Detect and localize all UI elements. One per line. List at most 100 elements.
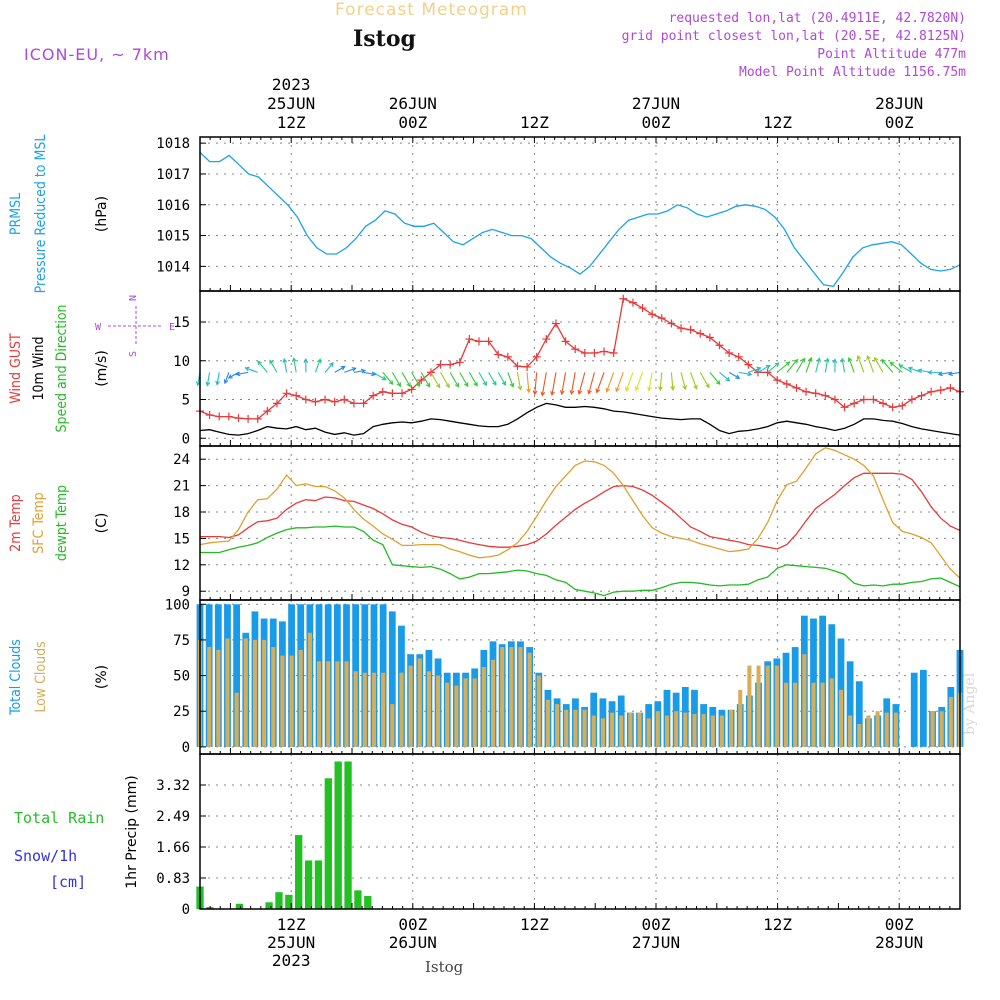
clouds-bar-low-clouds [591, 715, 596, 747]
gust-marker [802, 387, 811, 396]
gust-marker [580, 349, 589, 357]
clouds-bar-low-clouds [674, 711, 679, 747]
gust-marker [301, 395, 310, 404]
time-label-top: 12Z [520, 113, 549, 132]
precip-unit-label: 1hr Precip (mm) [124, 775, 140, 888]
gust-marker [446, 360, 455, 369]
gust-marker [821, 391, 830, 400]
clouds-bar-low-clouds [646, 718, 651, 747]
wind-arrow [748, 366, 762, 373]
wind-line-10m-wind [199, 402, 961, 436]
precip-bar-total-rain [354, 890, 362, 909]
gust-marker [330, 397, 339, 406]
wind-arrow [605, 372, 615, 393]
clouds-bar-low-clouds [307, 632, 312, 747]
gust-marker [215, 412, 224, 421]
wind-arrow [699, 372, 710, 389]
wind-arrow [866, 354, 874, 373]
compass-east: E [169, 322, 175, 333]
gust-marker [744, 360, 753, 369]
wind-arrow [550, 372, 557, 397]
wind-arrow [314, 358, 322, 373]
clouds-bar-low-clouds [225, 638, 230, 747]
wind-arrow [540, 372, 547, 397]
clouds-bar-low-clouds [683, 712, 688, 747]
clouds-bar-low-clouds [701, 714, 706, 747]
wind-arrow [459, 372, 469, 388]
clouds-bar-low-clouds [399, 672, 404, 747]
gust-marker [349, 399, 358, 408]
pressure-line-prmsl [199, 151, 961, 288]
clouds-bar-low-clouds [655, 711, 660, 747]
clouds-bar-low-clouds [207, 647, 212, 747]
clouds-bar-low-clouds [472, 678, 477, 747]
clouds-bar-total-clouds [910, 672, 918, 747]
clouds-bar-low-clouds [719, 715, 724, 747]
watermark: by Angel [962, 672, 978, 735]
gust-marker [272, 399, 281, 408]
clouds-bar-low-clouds [371, 672, 377, 747]
pressure-unit-label: (hPa) [94, 196, 110, 232]
gust-marker [455, 358, 464, 367]
gust-marker [244, 414, 253, 423]
wind-arrow [420, 372, 431, 388]
precip-bar-total-rain [364, 895, 372, 909]
time-label-bottom: 26JUN [389, 933, 437, 952]
clouds-bar-low-clouds [481, 667, 486, 747]
gust-marker [523, 362, 532, 371]
clouds-ytick-label: 100 [165, 597, 190, 613]
wind-arrow [595, 372, 605, 394]
time-label-bottom: 00Z [885, 915, 914, 934]
gust-marker [686, 325, 695, 334]
time-label-bottom: 12Z [520, 915, 549, 934]
wind-arrow [719, 371, 731, 382]
clouds-bar-low-clouds [848, 715, 853, 747]
gust-marker [782, 380, 791, 388]
clouds-bar-low-clouds [610, 712, 615, 747]
clouds-bar-low-clouds [793, 682, 798, 747]
gust-marker [407, 385, 416, 394]
gust-marker [811, 389, 820, 398]
clouds-bar-low-clouds [729, 709, 734, 747]
wind-arrow [786, 358, 799, 373]
wind-arrow [738, 371, 753, 377]
gust-marker [927, 387, 936, 396]
clouds-bar-low-clouds [774, 665, 779, 747]
clouds-bar-low-clouds [783, 682, 789, 747]
wind-line-wind-gust [199, 297, 961, 420]
gust-marker [898, 401, 907, 410]
wind-arrow [658, 372, 663, 392]
clouds-bar-low-clouds [436, 675, 441, 747]
clouds-ytick-label: 50 [173, 669, 190, 685]
clouds-bar-low-clouds [216, 649, 221, 747]
wind-arrow [507, 372, 515, 388]
wind-frame [199, 290, 961, 447]
wind-arrow [532, 372, 538, 396]
gust-marker [850, 399, 859, 408]
gust-marker [917, 391, 926, 400]
gust-marker [503, 352, 512, 361]
gust-marker [369, 391, 378, 400]
clouds-bar-total-clouds [388, 611, 396, 747]
wind-arrow [670, 372, 676, 391]
clouds-bar-low-clouds [362, 672, 367, 747]
pressure-ytick-label: 1018 [156, 136, 190, 152]
gust-marker [773, 376, 782, 385]
wind-arrow [767, 362, 780, 373]
pressure-axis-label: Pressure Reduced to MSL [33, 135, 49, 294]
precip-ytick-label: 0.83 [156, 871, 190, 887]
gust-marker [417, 376, 426, 385]
model-label: ICON-EU, ~ 7km [24, 45, 170, 64]
clouds-bar-low-clouds [271, 647, 276, 747]
gust-marker [532, 352, 541, 361]
clouds-bar-low-clouds [692, 714, 697, 747]
pressure-ytick-label: 1016 [156, 198, 190, 214]
gust-marker [282, 389, 291, 398]
wind-arrow [805, 356, 813, 373]
precip-ytick-label: 2.49 [156, 809, 190, 825]
wind-arrow [401, 372, 411, 388]
gust-marker [224, 412, 233, 421]
wind-arrow [569, 372, 576, 396]
gust-marker [561, 337, 570, 346]
